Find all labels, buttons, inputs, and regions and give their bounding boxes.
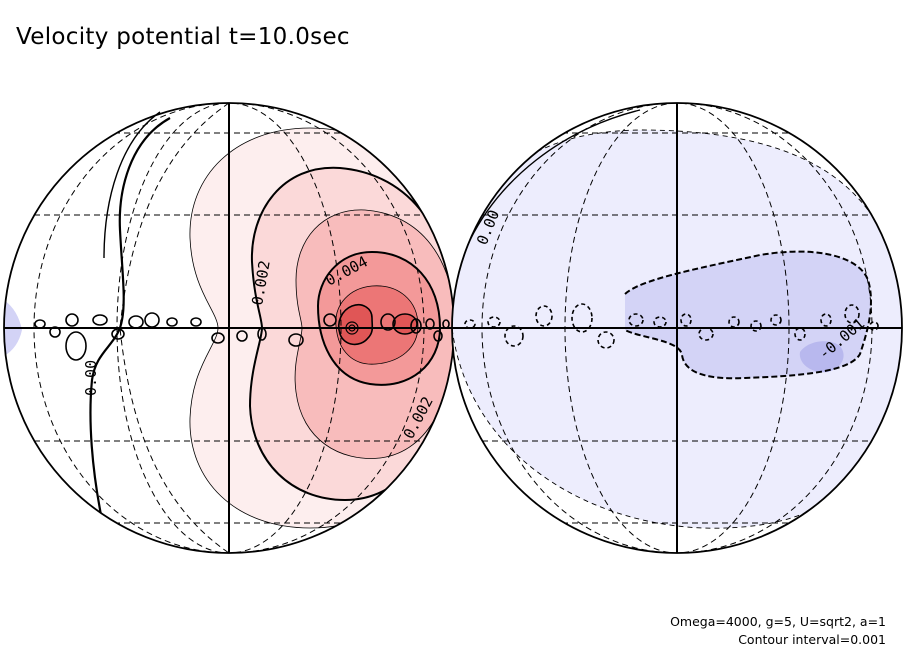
right-hemisphere: 0.00 -0.001 bbox=[451, 102, 903, 554]
chart-title: Velocity potential t=10.0sec bbox=[16, 24, 350, 50]
parameters-text: Omega=4000, g=5, U=sqrt2, a=1 bbox=[670, 614, 886, 629]
left-hemisphere: 0.00 0.002 0.004 0.002 bbox=[3, 102, 455, 554]
zero-contour-left bbox=[89, 117, 171, 521]
positive-level-6 bbox=[338, 304, 373, 345]
axes-right bbox=[452, 103, 902, 553]
contour-interval-text: Contour interval=0.001 bbox=[738, 632, 886, 647]
right-globe-outline bbox=[451, 102, 903, 554]
equatorial-oscillations-left bbox=[34, 312, 450, 361]
axes-left bbox=[4, 103, 454, 553]
contour-label-left-0: 0.00 bbox=[82, 360, 100, 396]
negative-level-3 bbox=[799, 341, 844, 373]
